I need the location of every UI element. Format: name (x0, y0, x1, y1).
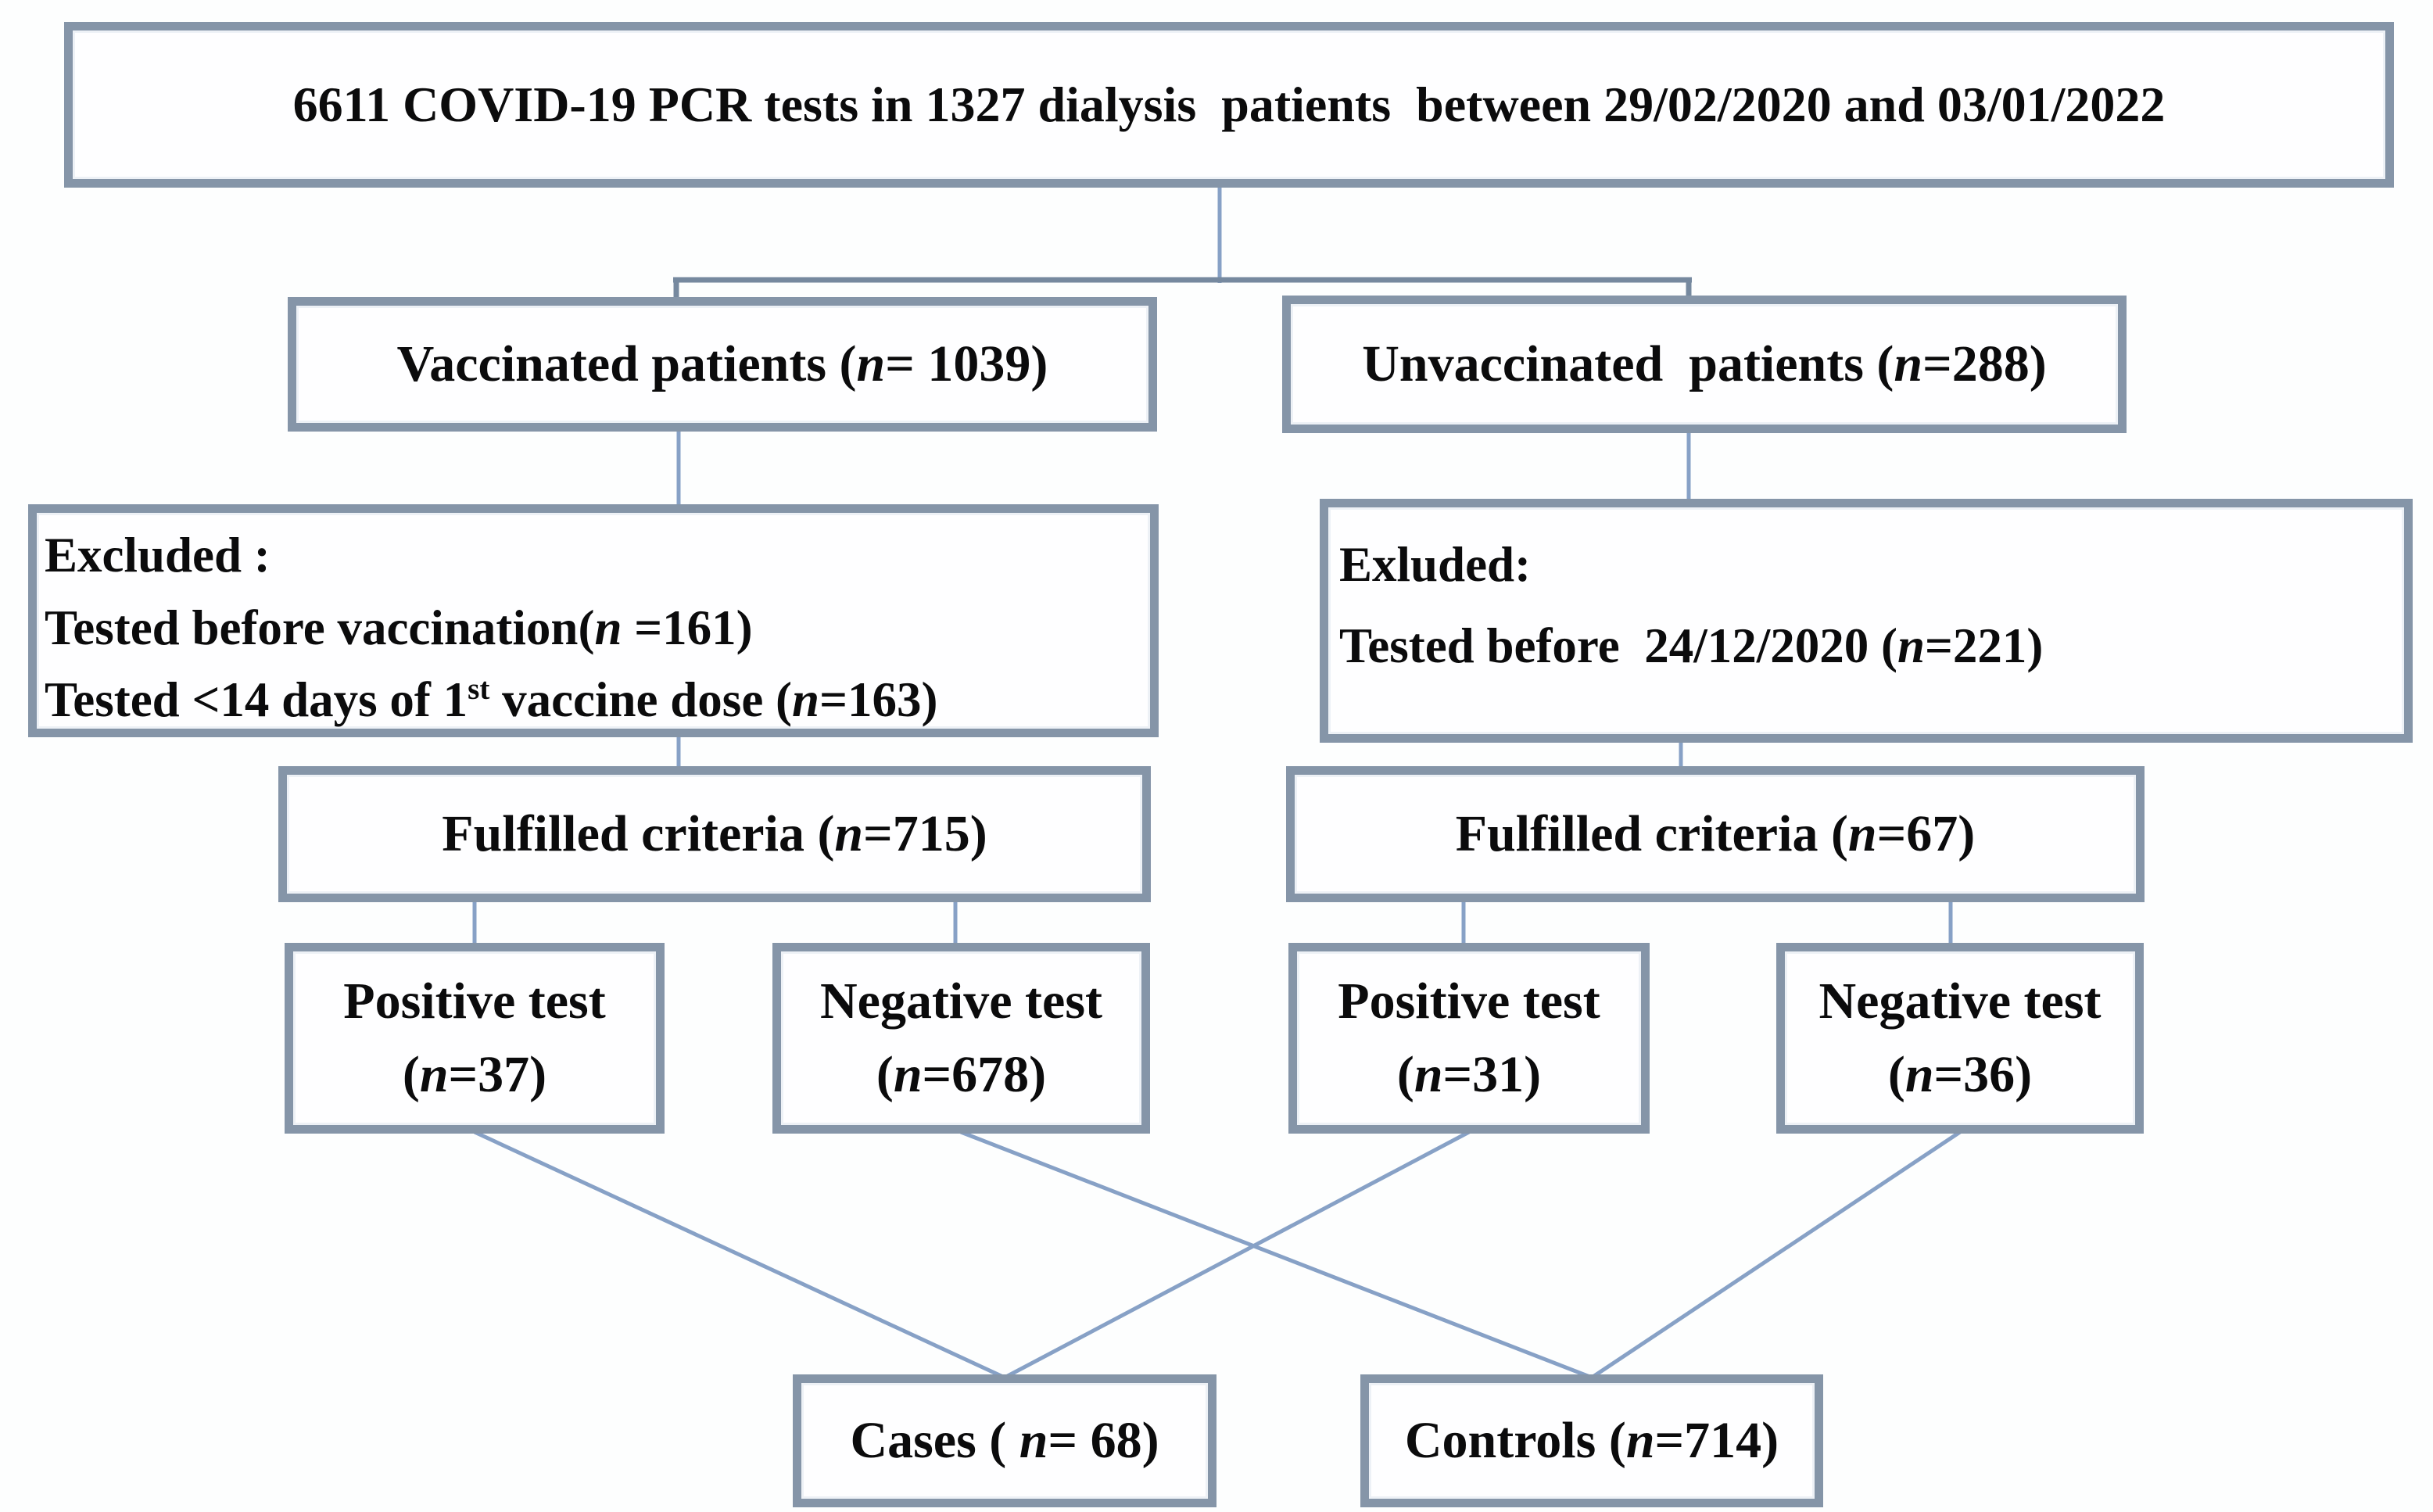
negative-test-unvaccinated-count: (n=36) (1887, 1045, 2033, 1103)
vaccinated-patients-box: Vaccinated patients (n= 1039) (288, 297, 1157, 432)
negative-test-vaccinated-count: (n=678) (876, 1045, 1047, 1103)
fulfilled-criteria-vaccinated-box: Fulfilled criteria (n=715) (278, 766, 1151, 902)
positive-test-vaccinated-label: Positive test (343, 973, 606, 1030)
positive-test-unvaccinated-box: Positive test (n=31) (1288, 943, 1650, 1134)
negative-test-vaccinated-box: Negative test (n=678) (772, 943, 1150, 1134)
fulfilled-criteria-vaccinated-text: Fulfilled criteria (n=715) (442, 804, 987, 862)
positive-test-vaccinated-count: (n=37) (402, 1045, 547, 1103)
negative-test-unvaccinated-box: Negative test (n=36) (1776, 943, 2144, 1134)
excluded-vaccinated-line2: Tested before vaccination(n =161) (45, 600, 753, 655)
unvaccinated-patients-text: Unvaccinated patients (n=288) (1362, 335, 2047, 392)
total-tests-text: 6611 COVID-19 PCR tests in 1327 dialysis… (292, 77, 2166, 132)
excluded-vaccinated-line3: Tested <14 days of 1st vaccine dose (n=1… (45, 672, 938, 728)
excluded-vaccinated-heading: Excluded : (45, 528, 271, 582)
line-negative-u-to-controls (1590, 1130, 1962, 1380)
cases-box: Cases ( n= 68) (793, 1374, 1216, 1507)
excluded-unvaccinated-box: Exluded: Tested before 24/12/2020 (n=221… (1320, 499, 2413, 743)
negative-test-vaccinated-label: Negative test (819, 973, 1102, 1030)
excluded-unvaccinated-heading: Exluded: (1339, 537, 1532, 592)
unvaccinated-patients-box: Unvaccinated patients (n=288) (1282, 296, 2127, 433)
total-tests-box: 6611 COVID-19 PCR tests in 1327 dialysis… (64, 22, 2394, 188)
fulfilled-criteria-unvaccinated-box: Fulfilled criteria (n=67) (1286, 766, 2145, 902)
positive-test-unvaccinated-label: Positive test (1338, 973, 1600, 1030)
line-negative-v-to-controls (960, 1130, 1593, 1380)
line-positive-v-to-cases (473, 1130, 1006, 1380)
positive-test-unvaccinated-count: (n=31) (1396, 1045, 1542, 1103)
vaccinated-patients-text: Vaccinated patients (n= 1039) (396, 335, 1048, 392)
controls-box: Controls (n=714) (1360, 1374, 1823, 1507)
excluded-vaccinated-box: Excluded : Tested before vaccination(n =… (28, 504, 1159, 737)
fulfilled-criteria-unvaccinated-text: Fulfilled criteria (n=67) (1455, 804, 1976, 862)
controls-text: Controls (n=714) (1404, 1411, 1779, 1469)
excluded-unvaccinated-line2: Tested before 24/12/2020 (n=221) (1339, 618, 2044, 673)
cases-text: Cases ( n= 68) (850, 1411, 1159, 1469)
positive-test-vaccinated-box: Positive test (n=37) (285, 943, 665, 1134)
line-positive-u-to-cases (1003, 1130, 1471, 1380)
negative-test-unvaccinated-label: Negative test (1818, 973, 2102, 1030)
